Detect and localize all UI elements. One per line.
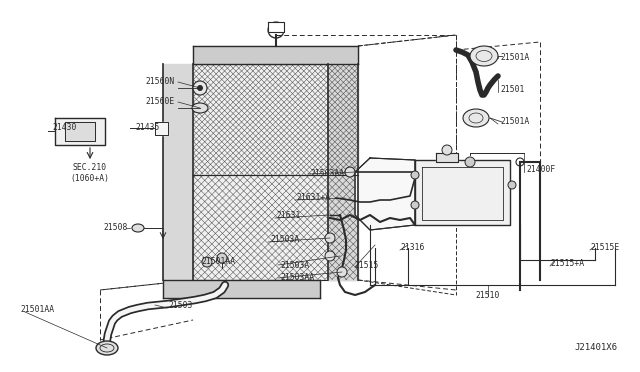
Ellipse shape	[192, 103, 208, 113]
Circle shape	[325, 233, 335, 243]
Text: 21508: 21508	[104, 224, 128, 232]
Text: 21510: 21510	[476, 292, 500, 301]
Text: 21503A: 21503A	[270, 235, 300, 244]
Polygon shape	[268, 22, 284, 32]
Circle shape	[465, 157, 475, 167]
Polygon shape	[55, 118, 105, 145]
Polygon shape	[193, 175, 358, 280]
Circle shape	[411, 171, 419, 179]
Text: 21560E: 21560E	[146, 97, 175, 106]
Text: 21515: 21515	[354, 260, 378, 269]
Text: (1060+A): (1060+A)	[70, 173, 109, 183]
Circle shape	[202, 257, 212, 267]
Polygon shape	[193, 46, 358, 64]
Text: 21435: 21435	[135, 124, 159, 132]
Polygon shape	[355, 158, 415, 230]
Text: 21503A: 21503A	[280, 260, 309, 269]
Polygon shape	[155, 122, 168, 135]
Circle shape	[325, 251, 335, 261]
Text: 21316: 21316	[400, 244, 424, 253]
Polygon shape	[163, 64, 193, 280]
Circle shape	[217, 253, 227, 263]
Text: 21430: 21430	[52, 124, 76, 132]
Text: SEC.210: SEC.210	[73, 164, 107, 173]
Text: 21503: 21503	[168, 301, 193, 311]
Polygon shape	[328, 64, 358, 280]
Ellipse shape	[470, 46, 498, 66]
Text: 21560N: 21560N	[146, 77, 175, 87]
Circle shape	[411, 201, 419, 209]
Polygon shape	[65, 122, 95, 141]
Polygon shape	[415, 160, 510, 225]
Text: 21631: 21631	[276, 211, 300, 219]
Text: 21503AA: 21503AA	[280, 273, 314, 282]
Ellipse shape	[96, 341, 118, 355]
Text: 21631+A: 21631+A	[296, 193, 330, 202]
Ellipse shape	[463, 109, 489, 127]
Circle shape	[193, 81, 207, 95]
Circle shape	[337, 267, 347, 277]
Ellipse shape	[132, 224, 144, 232]
Text: 21501A: 21501A	[500, 118, 529, 126]
Circle shape	[345, 167, 355, 177]
Text: 21501AA: 21501AA	[20, 305, 54, 314]
Text: 21501A: 21501A	[500, 54, 529, 62]
Polygon shape	[163, 280, 320, 298]
Text: 21400F: 21400F	[526, 166, 556, 174]
Text: 21501: 21501	[500, 86, 524, 94]
Text: 21515+A: 21515+A	[550, 260, 584, 269]
Text: 21515E: 21515E	[590, 244, 620, 253]
Polygon shape	[436, 153, 458, 162]
Text: J21401X6: J21401X6	[575, 343, 618, 353]
Text: 21501AA: 21501AA	[201, 257, 235, 266]
Polygon shape	[193, 64, 358, 175]
Circle shape	[442, 145, 452, 155]
Circle shape	[197, 85, 203, 91]
Text: 21503AA: 21503AA	[310, 170, 344, 179]
Circle shape	[508, 181, 516, 189]
